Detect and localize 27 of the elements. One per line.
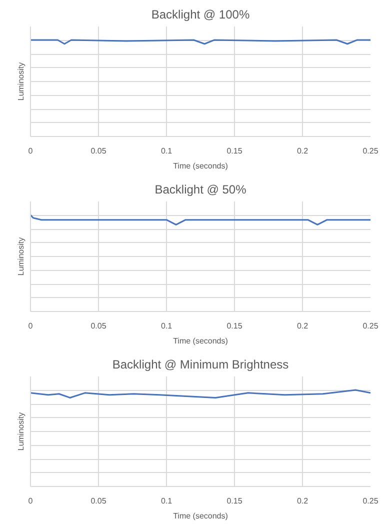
x-tick-label: 0.1 (160, 496, 173, 506)
x-tick-label: 0 (28, 146, 34, 156)
x-tick-label: 0.1 (160, 322, 173, 330)
x-tick-label: 0.05 (90, 146, 107, 156)
x-tick-label: 0.05 (90, 322, 107, 330)
x-tick-label: 0.2 (296, 146, 309, 156)
x-axis-title: Time (seconds) (173, 512, 228, 520)
x-tick-label: 0.25 (362, 146, 379, 156)
x-axis-title: Time (seconds) (173, 162, 228, 170)
x-tick-label: 0.15 (226, 496, 243, 506)
x-tick-label: 0.25 (362, 496, 379, 506)
x-tick-label: 0.15 (226, 322, 243, 330)
x-tick-label: 0.15 (226, 146, 243, 156)
x-tick-label: 0.2 (296, 496, 309, 506)
x-tick-label: 0 (28, 322, 34, 330)
x-tick-label: 0.2 (296, 322, 309, 330)
chart-title: Backlight @ 50% (154, 182, 247, 196)
x-tick-label: 0.1 (160, 146, 173, 156)
x-axis-title: Time (seconds) (173, 336, 228, 346)
y-axis-title: Luminosity (16, 62, 26, 101)
chart-title: Backlight @ 100% (151, 8, 250, 22)
x-tick-label: 0.25 (362, 322, 379, 330)
y-axis-title: Luminosity (16, 412, 26, 451)
y-axis-title: Luminosity (16, 237, 26, 276)
chart-title: Backlight @ Minimum Brightness (112, 358, 289, 372)
x-tick-label: 0 (28, 496, 34, 506)
x-tick-label: 0.05 (90, 496, 107, 506)
